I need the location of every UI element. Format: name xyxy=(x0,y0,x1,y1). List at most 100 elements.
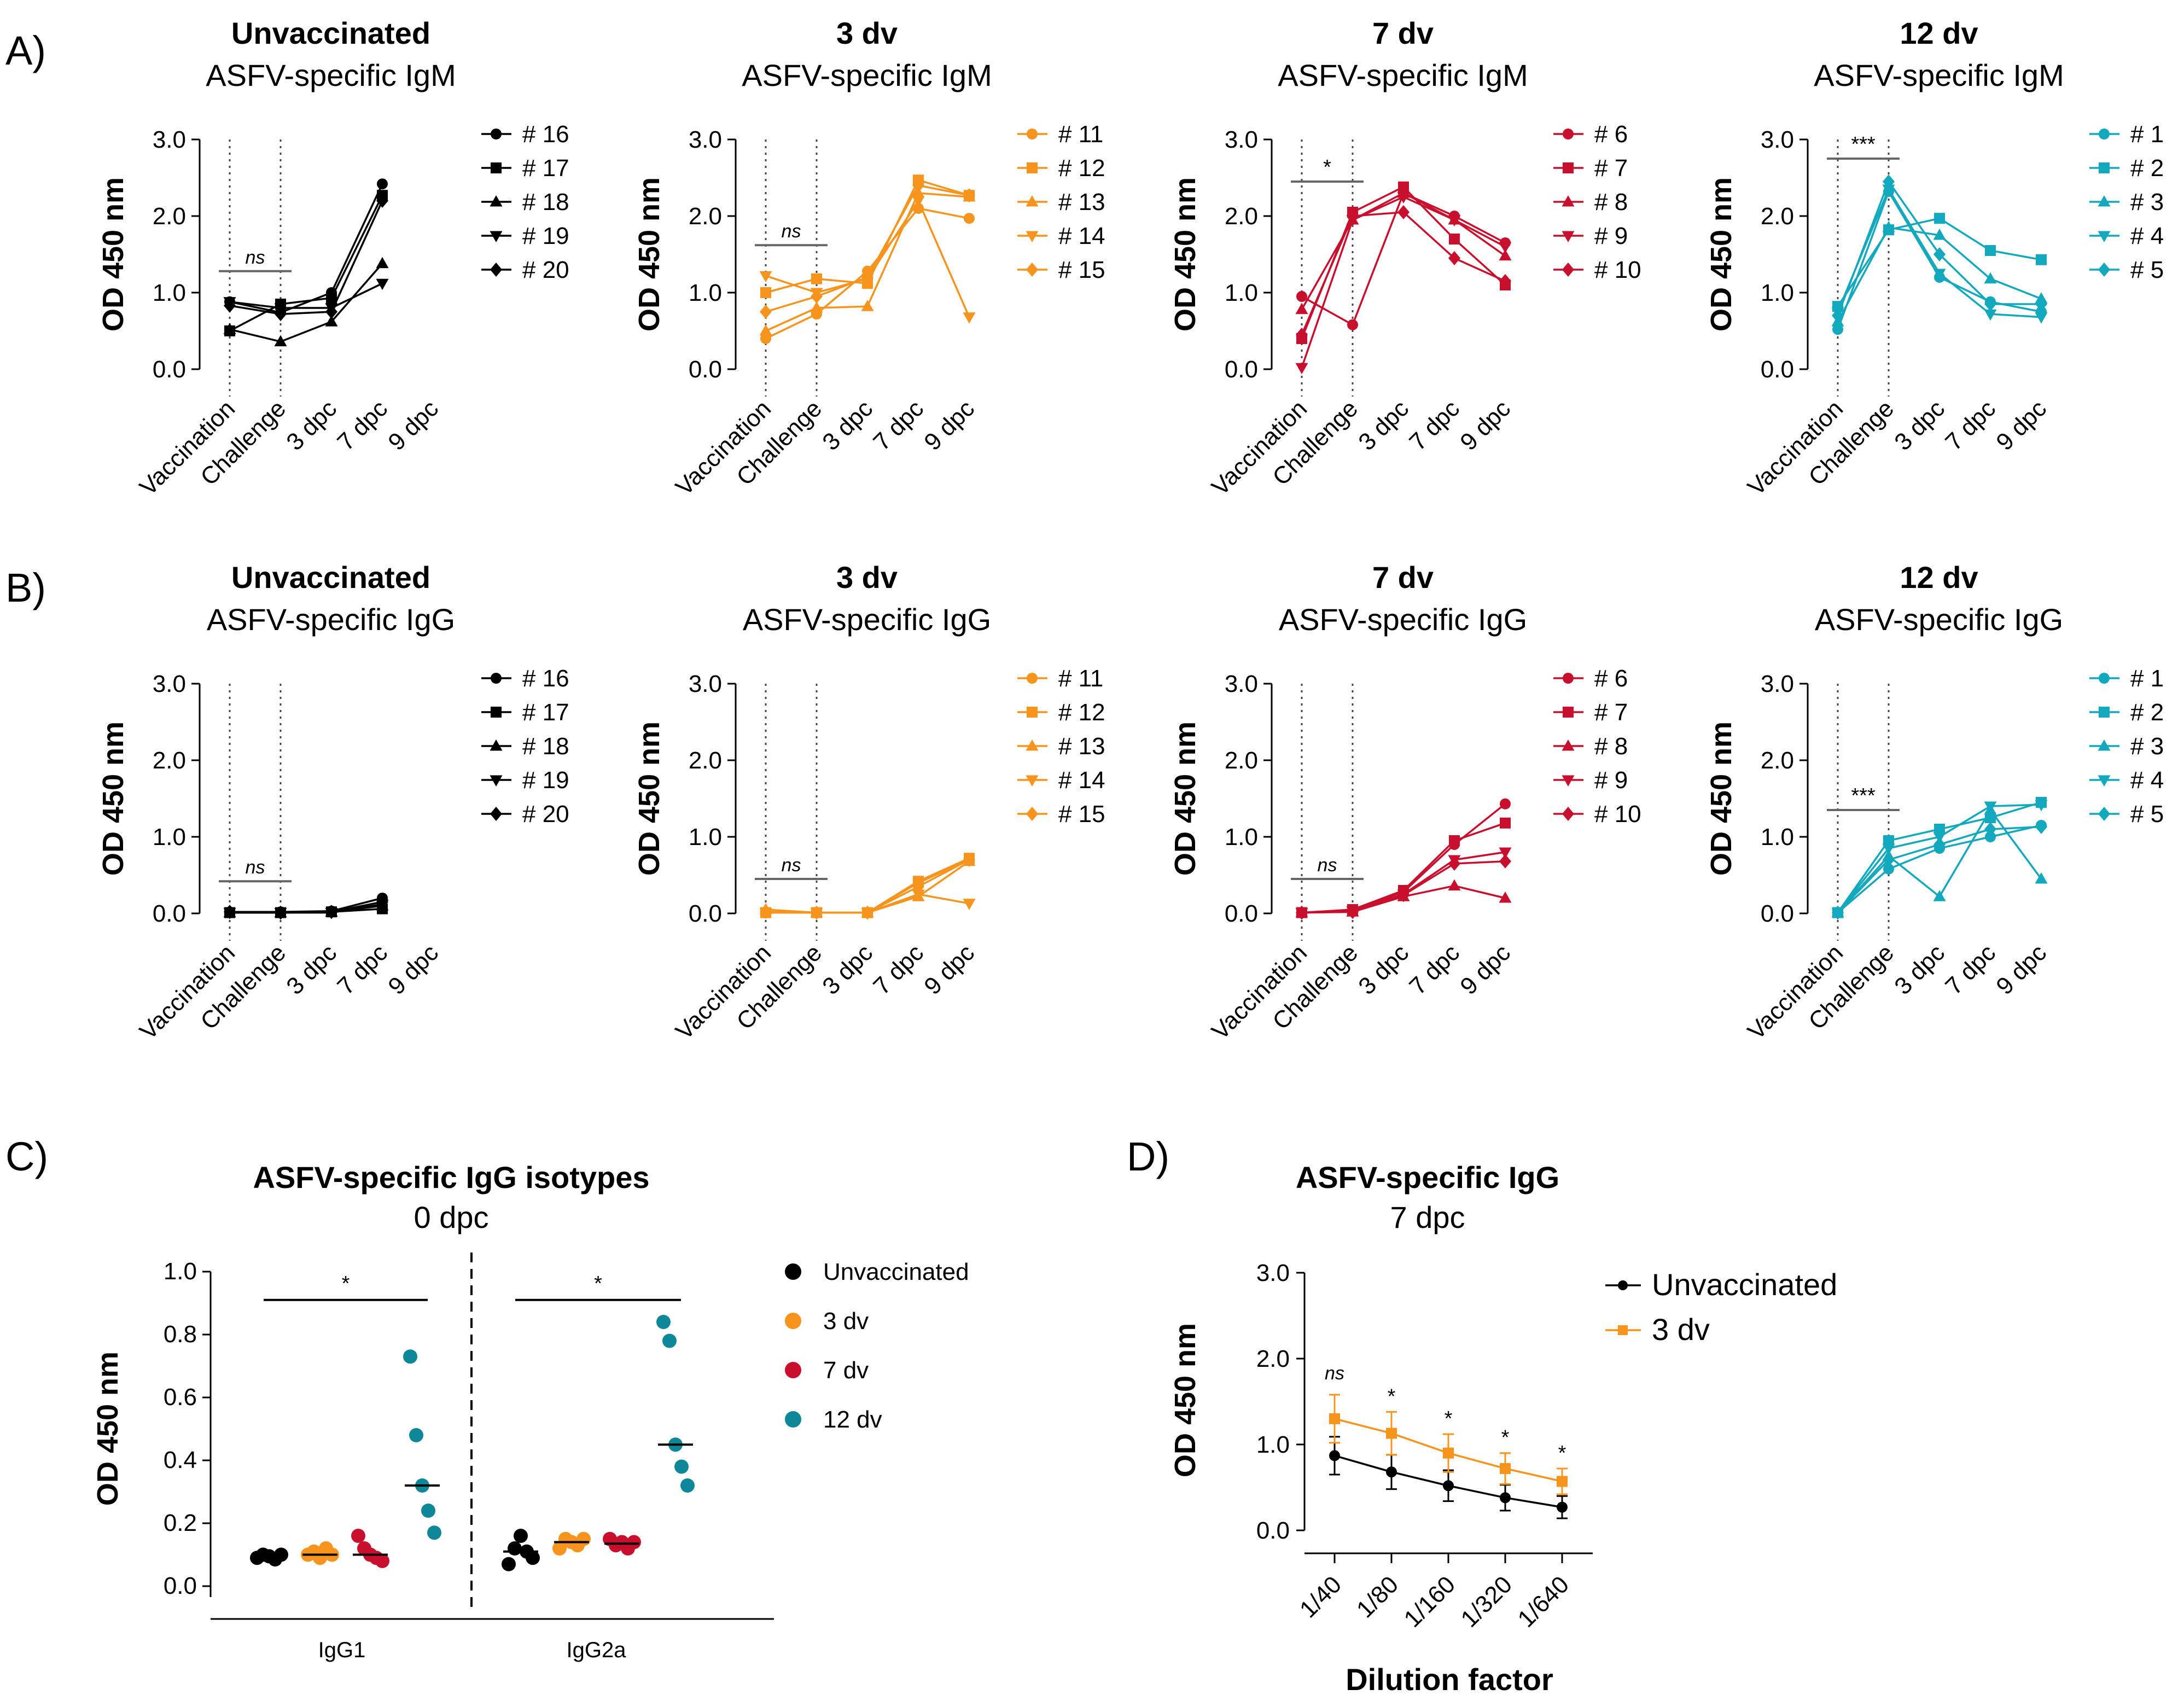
chart-d-title: ASFV-specific IgG xyxy=(1296,1160,1559,1195)
chart-b-3dv-data-point xyxy=(963,853,975,867)
chart-b-7dv-legend-label: # 10 xyxy=(1594,801,1641,828)
chart-d-significance-label: * xyxy=(1558,1442,1566,1465)
chart-b-unvacc-y-tick-label: 0.0 xyxy=(153,900,186,927)
chart-d-legend-marker xyxy=(1618,1325,1628,1335)
chart-a-3dv-legend-marker xyxy=(1026,263,1038,277)
chart-d-significance-label: * xyxy=(1445,1407,1453,1430)
chart-d-data-point xyxy=(1557,1501,1568,1513)
chart-d-dilution: ASFV-specific IgG 7 dpc 0.0 1.0 2.0 3.0 OD 450… xyxy=(1169,1160,1837,1697)
chart-a-12dv-x-tick-label: 3 dpc xyxy=(1889,395,1950,456)
chart-c-y-tick-label: 0.8 xyxy=(164,1321,197,1348)
chart-a-12dv-y-tick-label: 2.0 xyxy=(1761,203,1794,230)
chart-a-12dv-legend-label: # 1 xyxy=(2130,121,2164,148)
chart-b-12dv-data-point xyxy=(1934,824,1945,835)
chart-a-7dv-legend-label: # 8 xyxy=(1594,189,1628,215)
chart-a-3dv-legend-marker xyxy=(1026,231,1039,242)
chart-a-3dv-data-point xyxy=(759,324,772,336)
chart-a-7dv-x-tick-label: 3 dpc xyxy=(1353,395,1414,456)
chart-a-7dv-title: 7 dv xyxy=(1372,16,1434,50)
chart-a-12dv-y-tick-label: 0.0 xyxy=(1761,356,1794,383)
chart-b-12dv-significance-label: *** xyxy=(1851,784,1876,807)
chart-b-7dv-data-point xyxy=(1499,854,1511,869)
chart-b-unvacc-significance-label: ns xyxy=(246,857,265,878)
chart-b-7dv-x-tick-label: 3 dpc xyxy=(1353,939,1414,1000)
chart-a-7dv-x-tick-label: 7 dpc xyxy=(1404,395,1465,456)
chart-a-7dv-series-line xyxy=(1301,196,1506,368)
chart-a-12dv-data-point xyxy=(1832,308,1844,323)
chart-d-significance-label: * xyxy=(1388,1385,1396,1408)
chart-b-12dv-y-tick-label: 3.0 xyxy=(1761,671,1794,697)
chart-b-3dv-legend-marker xyxy=(1027,673,1038,684)
chart-b-12dv-x-tick-label: 3 dpc xyxy=(1889,939,1950,1000)
chart-c-legend-label: 12 dv xyxy=(823,1406,882,1433)
panel-letter-d: D) xyxy=(1127,1134,1169,1179)
chart-a-unvacc-legend-label: # 18 xyxy=(522,189,569,215)
chart-b-unvacc-legend-label: # 17 xyxy=(522,699,569,726)
chart-a-7dv-data-point xyxy=(1347,319,1358,330)
chart-b-3dv-y-tick-label: 0.0 xyxy=(689,900,722,927)
chart-b-3dv-legend-label: # 12 xyxy=(1058,699,1105,726)
chart-a-12dv-data-point xyxy=(1984,309,1997,321)
chart-a-unvacc-legend-label: # 19 xyxy=(522,223,569,249)
chart-a-12dv-legend-marker xyxy=(2098,195,2111,207)
chart-a-unvacc-series-line xyxy=(229,195,383,332)
chart-c-y-tick-label: 0.0 xyxy=(164,1572,197,1599)
chart-a-unvacc-y-tick-label: 2.0 xyxy=(153,203,186,230)
chart-a-3dv-subtitle: ASFV-specific IgM xyxy=(742,58,992,92)
chart-b-12dv-data-point xyxy=(1984,822,1996,836)
chart-a-7dv-data-point xyxy=(1397,192,1410,203)
chart-a-12dv-legend-marker xyxy=(2099,129,2110,139)
chart-b-12dv-x-tick-label: 7 dpc xyxy=(1940,939,2001,1000)
chart-d-y-tick-label: 0.0 xyxy=(1256,1517,1290,1544)
chart-b-7dv-data-point xyxy=(1500,817,1511,829)
chart-b-unvacc-legend-label: # 16 xyxy=(522,665,569,692)
chart-a-3dv-legend-label: # 11 xyxy=(1058,121,1103,148)
chart-d-legend-marker xyxy=(1618,1280,1628,1290)
chart-b-unvacc-x-tick-label: 9 dpc xyxy=(383,939,444,1000)
chart-b-7dv-data-point xyxy=(1347,905,1359,919)
chart-c-y-tick-label: 0.4 xyxy=(164,1447,197,1473)
chart-a-3dv-y-tick-label: 0.0 xyxy=(689,356,722,383)
chart-d-y-tick-label: 2.0 xyxy=(1256,1345,1290,1372)
chart-a-unvacc-data-point xyxy=(223,323,236,334)
chart-b-7dv-data-point xyxy=(1500,798,1511,809)
chart-d-significance-label: * xyxy=(1501,1426,1510,1449)
chart-a-unvacc-legend-marker xyxy=(490,231,503,242)
chart-b-3dv-y-axis-label: OD 450 nm xyxy=(633,721,666,876)
chart-b-7dv-title: 7 dv xyxy=(1372,560,1434,595)
chart-b-unvacc-x-tick-label: 3 dpc xyxy=(281,939,342,1000)
chart-a-7dv-significance-label: * xyxy=(1323,156,1331,179)
chart-a-3dv-data-point xyxy=(760,287,771,298)
chart-a-3dv-data-point xyxy=(964,213,975,224)
chart-b-unvacc-y-tick-label: 2.0 xyxy=(153,747,186,774)
chart-a-unvacc-data-point xyxy=(274,335,287,347)
chart-a-unvaccinated: Unvaccinated ASFV-specific IgM 0.0 1.0 2.0 3.… xyxy=(97,16,569,501)
chart-c-legend-label: 3 dv xyxy=(823,1308,869,1335)
chart-c-data-point xyxy=(662,1333,677,1348)
chart-a-unvacc-data-point xyxy=(377,178,388,190)
chart-c-legend-marker xyxy=(785,1411,801,1428)
chart-c-data-point xyxy=(627,1535,641,1549)
chart-a-3dv-legend-marker xyxy=(1026,195,1039,207)
chart-b-12dv-data-point xyxy=(2035,800,2048,812)
chart-d-data-point xyxy=(1557,1476,1568,1487)
chart-a-7dv-legend-marker xyxy=(1562,263,1574,277)
chart-a-12dv-data-point xyxy=(1984,297,1996,311)
chart-c-data-point xyxy=(680,1478,695,1493)
chart-b-12dv-data-point xyxy=(1882,843,1895,855)
chart-b-unvaccinated: Unvaccinated ASFV-specific IgG 0.0 1.0 2.0 3.… xyxy=(97,560,569,1045)
chart-b-3dv-y-tick-label: 2.0 xyxy=(689,747,722,774)
chart-b-3dv-data-point xyxy=(811,905,823,920)
chart-a-unvacc-x-tick-label: 3 dpc xyxy=(281,395,342,456)
chart-a-7dv-data-point xyxy=(1295,363,1308,375)
chart-a-12dv-legend-label: # 4 xyxy=(2130,223,2164,249)
chart-a-3dv-data-point xyxy=(912,196,925,207)
chart-d-data-point xyxy=(1443,1480,1454,1492)
chart-a-12dv-data-point xyxy=(1933,269,1946,280)
chart-d-significance-label: ns xyxy=(1325,1363,1344,1384)
chart-a-3dv-data-point xyxy=(760,305,772,319)
chart-c-legend-marker xyxy=(785,1313,801,1329)
chart-b-7dv-legend-label: # 7 xyxy=(1594,699,1628,726)
chart-b-3dv-subtitle: ASFV-specific IgG xyxy=(743,602,991,637)
